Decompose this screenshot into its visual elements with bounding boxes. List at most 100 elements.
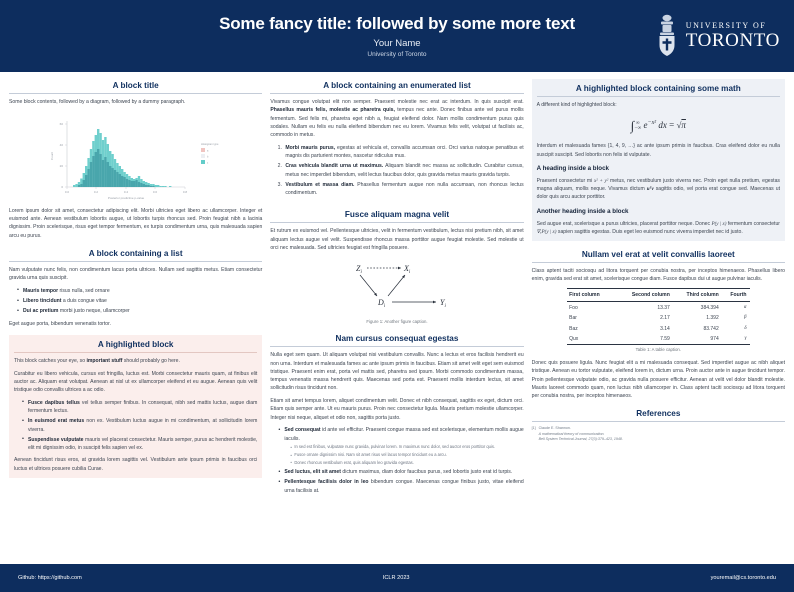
svg-text:Count: Count	[50, 152, 54, 160]
column-header: Second column	[616, 288, 673, 303]
node-z: Zi	[356, 264, 362, 275]
text-run: Praesent consectetur mi	[536, 177, 595, 184]
list-item-bold: Suspendisse vulputate	[28, 436, 84, 443]
edge-d-to-x	[387, 274, 406, 296]
bullet-list: Sed consequat id ante vel efficitur. Pra…	[278, 426, 524, 495]
list-item-bold: Mauris tempor	[23, 287, 59, 294]
svg-text:60: 60	[60, 122, 64, 126]
divider	[270, 93, 524, 94]
column-2: A block containing an enumerated list Vi…	[270, 79, 524, 499]
causal-diagram-figure: Zi Xi Di Yi	[270, 257, 523, 315]
paragraph: Nulla eget sem quam. Ut aliquam volutpat…	[270, 352, 524, 392]
divider	[9, 93, 263, 94]
block-nullam-vel-erat: Nullam vel erat at velit convallis laore…	[531, 248, 785, 401]
block-enumerated-list: A block containing an enumerated list Vi…	[270, 79, 524, 202]
text-run: metus, nec vestibulum justo viverra nec.…	[536, 177, 780, 193]
logo-wordmark: UNIVERSITY OF TORONTO	[685, 22, 780, 51]
logo-toronto-line: TORONTO	[685, 30, 780, 51]
paragraph: Donec quis posuere ligula. Nunc feugiat …	[531, 360, 785, 400]
cell: δ	[744, 325, 747, 331]
paragraph: Nam vulputate nunc felis, non condimentu…	[9, 266, 263, 281]
cell: Qux	[567, 333, 617, 346]
cell: 384.394	[700, 304, 719, 311]
list-item-text: id ante vel efficitur. Praesent congue m…	[284, 427, 524, 442]
svg-text:0.6: 0.6	[153, 190, 158, 194]
reference-venue: Bell System Technical Journal, 27(3):379…	[538, 437, 623, 442]
svg-text:0.4: 0.4	[124, 190, 129, 194]
divider	[270, 346, 524, 348]
footer-email[interactable]: youremail@cs.toronto.edu	[710, 575, 776, 581]
list-item-text: morbi justo neque, ullamcorper	[59, 308, 130, 315]
data-table: First column Second column Third column …	[567, 288, 750, 346]
list-item: Pellentesque facilisis dolor in leo bibe…	[278, 478, 523, 495]
list-item-bold: Pellentesque facilisis dolor in leo	[284, 479, 369, 486]
block-body: Vivamus congue volutpat elit non semper.…	[270, 98, 523, 197]
column-header: Third column	[672, 288, 722, 303]
chart-legend: Histogram type a b c	[201, 142, 219, 164]
block-title: A block containing an enumerated list	[323, 81, 471, 90]
paragraph: Eget augue porta, bibendum venenatis tor…	[9, 320, 111, 327]
svg-text:0.8: 0.8	[183, 190, 188, 194]
table-row: Qux 7.59 974 γ	[567, 333, 750, 346]
table-row: Baz 3.14 83.742 δ	[567, 323, 749, 333]
svg-text:0.0: 0.0	[65, 190, 70, 194]
block-title: A highlighted block	[97, 339, 174, 349]
footer-github-link[interactable]: Github: https://github.com	[18, 575, 82, 581]
column-1: A block title Some block contents, follo…	[9, 79, 263, 478]
sub-bullet-list: In sed est finibus, vulputate nunc gravi…	[290, 444, 523, 466]
svg-text:0: 0	[61, 185, 63, 189]
list-item: Dui ac pretium morbi justo neque, ullamc…	[17, 307, 262, 316]
block-a-block-containing-a-list: A block containing a list Nam vulputate …	[9, 246, 263, 328]
divider	[14, 351, 258, 353]
reference-author: Claude E. Shannon.	[538, 426, 571, 431]
paragraph: Curabitur eu libero vehicula, cursus est…	[14, 370, 258, 394]
inner-heading: Another heading inside a block	[536, 207, 629, 215]
affiliation: University of Toronto	[367, 51, 427, 59]
inline-math: ∇ₓP(y | x)	[536, 228, 557, 235]
svg-text:Histogram type: Histogram type	[201, 142, 219, 146]
integral-limits: ∞ −∞	[634, 121, 642, 132]
paragraph: Class aptent taciti sociosqu ad litora t…	[531, 268, 785, 283]
divider	[270, 222, 524, 224]
paragraph: A different kind of highlighted block:	[536, 102, 617, 108]
poster-footer: Github: https://github.com ICLR 2023 you…	[0, 564, 794, 592]
reference-number: [1]	[531, 426, 536, 431]
node-x: Xi	[403, 264, 411, 275]
list-item-bold: Vestibulum et massa diam.	[285, 181, 355, 188]
inline-math: P(y | x)	[711, 220, 727, 227]
list-item-text: mauris vel placerat consectetur. Mauris …	[28, 436, 258, 451]
list-item: Fusce dapibus tellus vel tellus semper f…	[22, 398, 257, 416]
node-d: Di	[377, 298, 386, 309]
references-title: References	[636, 409, 681, 419]
block-title: A block containing a list	[88, 248, 183, 258]
block-a-highlighted-block: A highlighted block This block catches y…	[9, 334, 263, 478]
causal-diagram-svg: Zi Xi Di Yi	[356, 264, 446, 309]
list-item-text: egestas at vehicula et, convallis accums…	[285, 144, 524, 159]
table-caption: Table 1: A table caption.	[635, 347, 682, 353]
table-header-row: First column Second column Third column …	[567, 288, 750, 303]
paragraph: This block catches your eye, so importan…	[14, 357, 257, 365]
poster-header: Some fancy title: followed by some more …	[0, 0, 794, 72]
divider	[9, 260, 263, 262]
ordered-list: Morbi mauris purus, egestas at vehicula …	[279, 144, 523, 198]
cell: 13.37	[657, 304, 670, 311]
svg-text:Posterior predictive p-value: Posterior predictive p-value	[108, 196, 145, 200]
block-body: A different kind of highlighted block: ∫…	[537, 101, 780, 236]
column-header: Fourth	[721, 288, 750, 303]
list-item-text: a duis congue vitae	[62, 298, 107, 304]
svg-text:0.2: 0.2	[94, 190, 99, 194]
block-a-block-title: A block title Some block contents, follo…	[9, 79, 263, 240]
hist-series-b	[77, 148, 155, 187]
histogram-svg: 0 20 40 60	[50, 120, 219, 200]
block-body: Class aptent taciti sociosqu ad litora t…	[532, 267, 785, 400]
list-item: Mauris tempor risus nulla, sed ornare	[17, 286, 262, 295]
list-item-bold: Libero tincidunt	[23, 298, 62, 304]
sub-list-item: In sed est finibus, vulputate nunc gravi…	[290, 444, 523, 451]
list-item-bold: Sed consequat	[284, 427, 321, 434]
cell: β	[744, 315, 747, 321]
text-run: This block catches your eye, so	[14, 357, 87, 364]
block-nam-cursus-consequat-egestas: Nam cursus consequat egestas Nulla eget …	[270, 332, 524, 499]
block-body: Nam vulputate nunc felis, non condimentu…	[9, 266, 262, 328]
inline-math: uᵀv	[646, 186, 654, 193]
text-run: Sed augue erat, scelerisque a purus ultr…	[536, 220, 712, 227]
